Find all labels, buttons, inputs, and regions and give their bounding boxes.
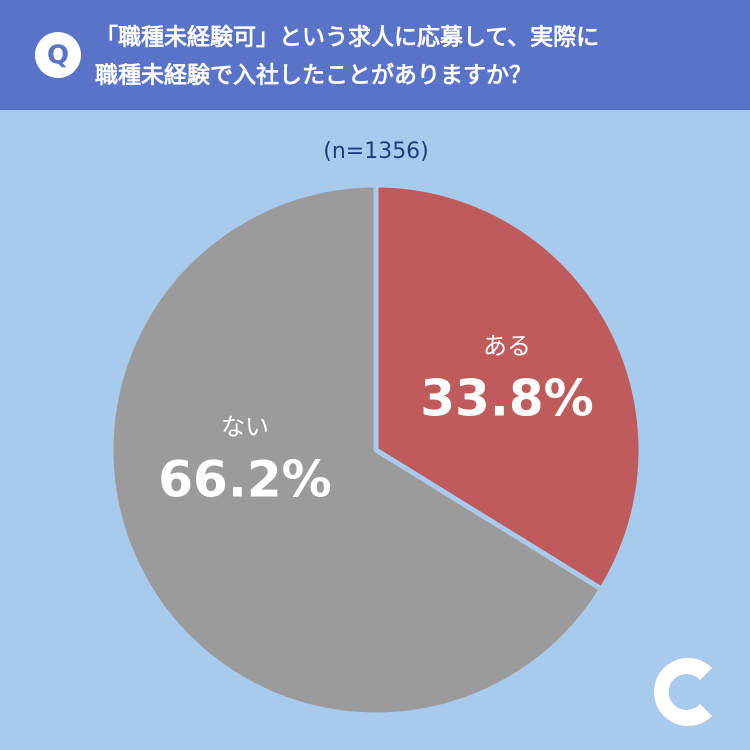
slice-category: ある (483, 332, 531, 360)
slice-value-label: 66.2% (158, 451, 331, 509)
badge-circle (35, 32, 81, 78)
subtitle: (n=1356) (323, 139, 429, 164)
title-line: 「職種未経験可」という求人に応募して、実際に (95, 24, 599, 51)
title-line: 職種未経験で入社したことがありますか？ (95, 62, 532, 89)
slice-category: ない (221, 413, 269, 441)
badge: Q (47, 41, 69, 71)
logo (653, 658, 712, 726)
pie-slice (108, 182, 605, 718)
logo-mark (653, 658, 712, 726)
header (0, 0, 750, 110)
slice-value-label: 33.8% (420, 369, 593, 427)
